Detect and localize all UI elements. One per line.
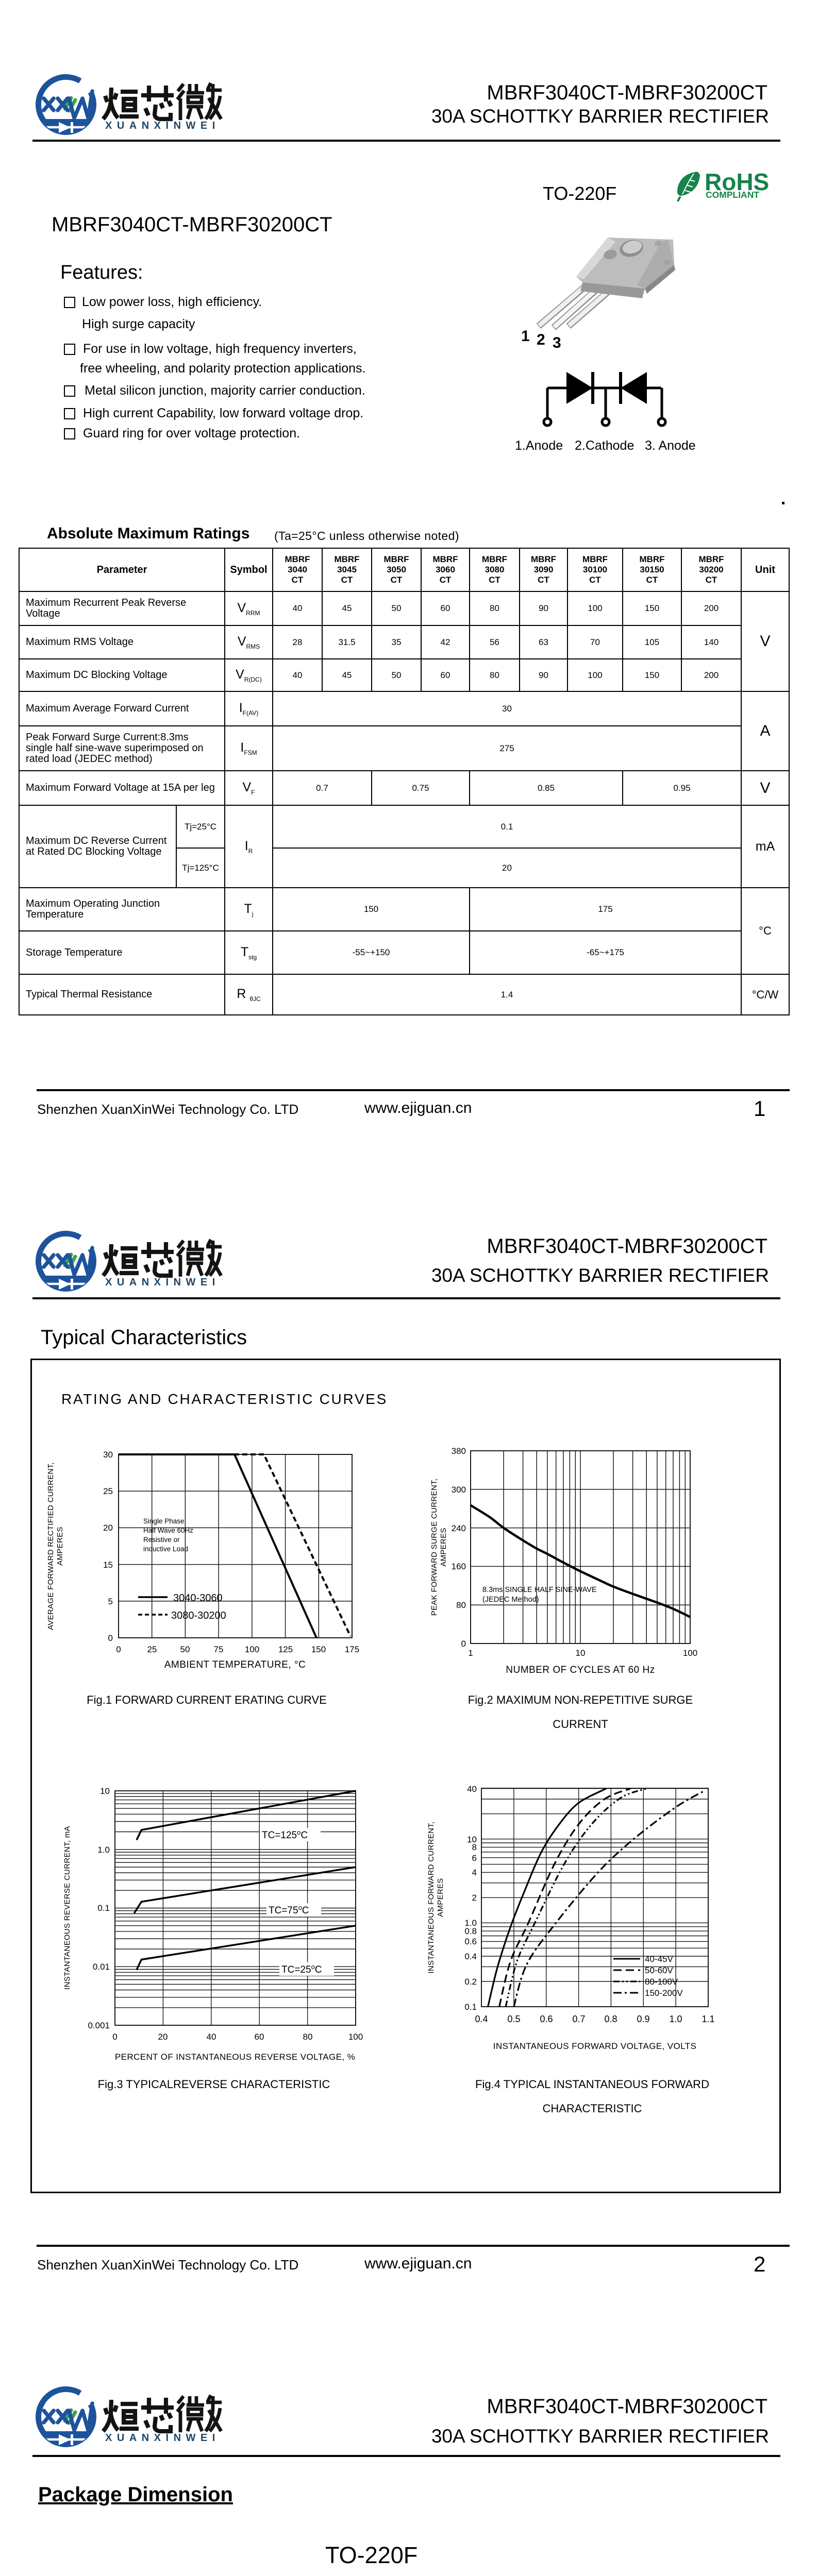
svg-text:Half Wave 60Hz: Half Wave 60Hz [143, 1527, 193, 1534]
svg-text:60: 60 [255, 2032, 264, 2042]
svg-text:1: 1 [521, 328, 530, 345]
svg-text:AMBIENT TEMPERATURE, °C: AMBIENT TEMPERATURE, °C [164, 1659, 306, 1670]
svg-text:50-60V: 50-60V [645, 1965, 673, 1975]
svg-text:1.1: 1.1 [702, 2014, 714, 2024]
svg-text:100: 100 [245, 1645, 259, 1654]
svg-text:125: 125 [278, 1645, 293, 1654]
svg-text:0.4: 0.4 [464, 1952, 477, 1961]
svg-text:0.2: 0.2 [464, 1977, 477, 1987]
svg-text:INSTANTANEOUS FORWARD CURRENT,: INSTANTANEOUS FORWARD CURRENT, [427, 1821, 436, 1973]
svg-text:8.3ms SINGLE HALF SINE-WAVE: 8.3ms SINGLE HALF SINE-WAVE [482, 1586, 597, 1594]
svg-text:1.0: 1.0 [464, 1918, 477, 1928]
svg-text:COMPLIANT: COMPLIANT [706, 190, 759, 200]
svg-text:0.7: 0.7 [572, 2014, 585, 2024]
svg-text:1.0: 1.0 [97, 1845, 110, 1855]
svg-text:80: 80 [456, 1600, 466, 1610]
svg-text:6: 6 [472, 1853, 477, 1863]
svg-text:2: 2 [472, 1893, 477, 1903]
svg-text:5: 5 [108, 1597, 113, 1606]
svg-text:0: 0 [112, 2032, 117, 2042]
svg-text:30: 30 [103, 1450, 113, 1460]
svg-text:300: 300 [452, 1485, 466, 1495]
svg-text:100: 100 [348, 2032, 363, 2042]
svg-text:150-200V: 150-200V [645, 1988, 683, 1998]
svg-text:20: 20 [103, 1523, 113, 1533]
svg-text:0.5: 0.5 [507, 2014, 520, 2024]
svg-text:AVERAGE FORWARD RECTIFIED CURR: AVERAGE FORWARD RECTIFIED CURRENT, [46, 1462, 55, 1630]
svg-text:INSTANTANEOUS REVERSE CURRENT,: INSTANTANEOUS REVERSE CURRENT, mA [63, 1826, 72, 1990]
svg-text:80-100V: 80-100V [645, 1977, 678, 1987]
svg-text:175: 175 [345, 1645, 359, 1654]
svg-text:INSTANTANEOUS FORWARD VOLTAGE,: INSTANTANEOUS FORWARD VOLTAGE, VOLTS [493, 2041, 696, 2051]
svg-text:50: 50 [180, 1645, 190, 1654]
svg-text:AMPERES: AMPERES [56, 1527, 64, 1565]
svg-text:150: 150 [311, 1645, 326, 1654]
svg-text:CURRENT: CURRENT [553, 1718, 608, 1731]
svg-text:0.9: 0.9 [637, 2014, 649, 2024]
svg-text:Fig.2 MAXIMUM NON-REPETITIVE S: Fig.2 MAXIMUM NON-REPETITIVE SURGE [468, 1693, 693, 1706]
svg-text:240: 240 [452, 1523, 466, 1533]
svg-text:75: 75 [214, 1645, 224, 1654]
svg-text:10: 10 [100, 1786, 110, 1796]
svg-text:40: 40 [207, 2032, 216, 2042]
svg-text:40-45V: 40-45V [645, 1954, 673, 1964]
svg-text:Fig.4 TYPICAL INSTANTANEOUS FO: Fig.4 TYPICAL INSTANTANEOUS FORWARD [475, 2078, 709, 2091]
svg-text:(JEDEC Method): (JEDEC Method) [482, 1596, 539, 1604]
svg-text:Single Phase: Single Phase [143, 1517, 185, 1525]
svg-text:0: 0 [116, 1645, 121, 1654]
svg-text:160: 160 [452, 1562, 466, 1571]
svg-text:1.0: 1.0 [669, 2014, 682, 2024]
svg-text:0.4: 0.4 [475, 2014, 488, 2024]
svg-text:2: 2 [537, 331, 545, 348]
svg-text:10: 10 [467, 1835, 477, 1844]
svg-text:CHARACTERISTIC: CHARACTERISTIC [542, 2102, 642, 2115]
svg-text:3: 3 [553, 334, 561, 350]
svg-text:380: 380 [452, 1446, 466, 1456]
svg-text:15: 15 [103, 1560, 113, 1570]
svg-text:8: 8 [472, 1842, 477, 1852]
svg-text:3040-3060: 3040-3060 [173, 1592, 223, 1604]
svg-text:0.001: 0.001 [88, 2021, 110, 2030]
svg-text:RoHS: RoHS [705, 168, 769, 195]
svg-text:40: 40 [467, 1784, 477, 1794]
svg-text:Fig.1 FORWARD CURRENT ERATING: Fig.1 FORWARD CURRENT ERATING CURVE [87, 1693, 327, 1706]
svg-text:0.1: 0.1 [464, 2002, 477, 2012]
svg-text:0: 0 [108, 1633, 113, 1643]
svg-text:Fig.3 TYPICALREVERSE CHARACTER: Fig.3 TYPICALREVERSE CHARACTERISTIC [98, 2078, 330, 2091]
svg-text:TC=25oC: TC=25oC [281, 1963, 322, 1975]
svg-text:0.8: 0.8 [464, 1926, 477, 1936]
svg-text:1: 1 [468, 1648, 473, 1658]
svg-text:80: 80 [303, 2032, 313, 2042]
svg-text:AMPERES: AMPERES [439, 1528, 448, 1566]
svg-text:0.6: 0.6 [464, 1937, 477, 1946]
svg-text:TC=75oC: TC=75oC [269, 1904, 309, 1916]
svg-text:10: 10 [576, 1648, 586, 1658]
svg-text:20: 20 [158, 2032, 168, 2042]
svg-text:100: 100 [683, 1648, 697, 1658]
svg-text:RATING AND CHARACTERISTIC CURV: RATING AND CHARACTERISTIC CURVES [61, 1391, 388, 1407]
svg-text:PERCENT OF INSTANTANEOUS REVER: PERCENT OF INSTANTANEOUS REVERSE VOLTAGE… [115, 2052, 355, 2062]
svg-text:4: 4 [472, 1868, 477, 1877]
svg-text:0.1: 0.1 [97, 1903, 110, 1913]
svg-text:inductive Load: inductive Load [143, 1545, 188, 1553]
svg-text:0.01: 0.01 [93, 1962, 110, 1972]
svg-text:0.8: 0.8 [604, 2014, 617, 2024]
svg-text:25: 25 [103, 1486, 113, 1496]
svg-text:TC=125oC: TC=125oC [262, 1828, 308, 1841]
svg-text:AMPERES: AMPERES [436, 1878, 445, 1917]
svg-text:PEAK FORWARD SURGE CURRENT,: PEAK FORWARD SURGE CURRENT, [430, 1479, 439, 1616]
svg-text:0: 0 [461, 1639, 466, 1649]
svg-text:0.6: 0.6 [540, 2014, 553, 2024]
svg-text:Resistive or: Resistive or [143, 1536, 180, 1544]
svg-text:3080-30200: 3080-30200 [171, 1610, 226, 1621]
svg-text:25: 25 [147, 1645, 157, 1654]
svg-text:NUMBER OF CYCLES AT 60 Hz: NUMBER OF CYCLES AT 60 Hz [506, 1665, 655, 1675]
